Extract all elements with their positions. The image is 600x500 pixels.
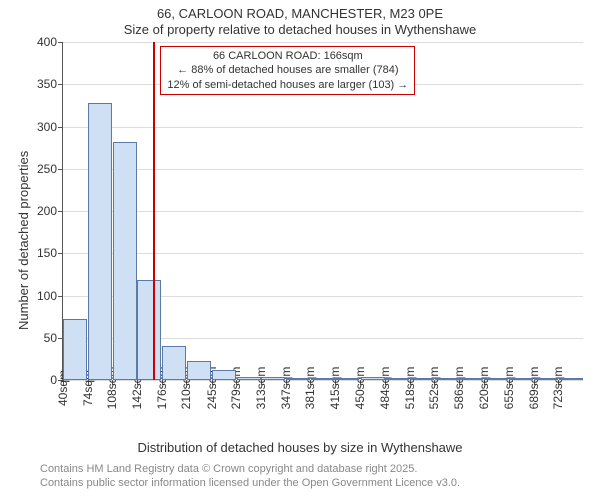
- callout-line-3: 12% of semi-detached houses are larger (…: [167, 78, 408, 92]
- ytick-mark: [58, 127, 63, 128]
- ytick-mark: [58, 42, 63, 43]
- footer-text: Contains HM Land Registry data © Crown c…: [40, 462, 460, 491]
- xtick-label: 484sqm: [378, 367, 392, 410]
- histogram-bar: [484, 378, 508, 380]
- histogram-bar: [559, 378, 583, 380]
- callout-box: 66 CARLOON ROAD: 166sqm← 88% of detached…: [160, 46, 415, 95]
- histogram-bar: [162, 346, 186, 380]
- x-axis-label: Distribution of detached houses by size …: [0, 440, 600, 455]
- xtick-label: 689sqm: [527, 367, 541, 410]
- xtick-label: 655sqm: [502, 367, 516, 410]
- ytick-label: 250: [37, 162, 57, 176]
- reference-line: [153, 42, 155, 380]
- histogram-bar: [237, 377, 261, 380]
- xtick-label: 381sqm: [303, 367, 317, 410]
- xtick-label: 586sqm: [452, 367, 466, 410]
- histogram-bar: [88, 103, 112, 380]
- ytick-label: 50: [44, 331, 57, 345]
- page-title: 66, CARLOON ROAD, MANCHESTER, M23 0PE: [0, 6, 600, 21]
- histogram-bar: [361, 377, 385, 380]
- histogram-bar: [410, 378, 434, 380]
- ytick-mark: [58, 253, 63, 254]
- y-axis-label: Number of detached properties: [16, 151, 31, 330]
- gridline: [63, 253, 583, 254]
- ytick-label: 150: [37, 246, 57, 260]
- xtick-label: 450sqm: [353, 367, 367, 410]
- ytick-mark: [58, 338, 63, 339]
- ytick-mark: [58, 296, 63, 297]
- footer-line-2: Contains public sector information licen…: [40, 476, 460, 490]
- histogram-bar: [509, 378, 533, 380]
- histogram-bar: [212, 370, 236, 380]
- histogram-bar: [311, 378, 335, 380]
- ytick-label: 350: [37, 77, 57, 91]
- ytick-label: 400: [37, 35, 57, 49]
- gridline: [63, 211, 583, 212]
- xtick-label: 347sqm: [279, 367, 293, 410]
- ytick-mark: [58, 169, 63, 170]
- xtick-label: 518sqm: [403, 367, 417, 410]
- histogram-bar: [435, 378, 459, 380]
- chart-plot-area: 05010015020025030035040040sqm74sqm108sqm…: [62, 42, 583, 381]
- ytick-label: 100: [37, 289, 57, 303]
- xtick-label: 723sqm: [551, 367, 565, 410]
- gridline: [63, 42, 583, 43]
- xtick-label: 313sqm: [254, 367, 268, 410]
- ytick-label: 300: [37, 120, 57, 134]
- histogram-bar: [187, 361, 211, 380]
- gridline: [63, 169, 583, 170]
- xtick-label: 620sqm: [477, 367, 491, 410]
- page-subtitle: Size of property relative to detached ho…: [0, 22, 600, 37]
- ytick-label: 200: [37, 204, 57, 218]
- histogram-bar: [335, 378, 359, 380]
- gridline: [63, 127, 583, 128]
- histogram-bar: [286, 378, 310, 380]
- histogram-bar: [459, 378, 483, 380]
- histogram-bar: [534, 378, 558, 380]
- histogram-bar: [63, 319, 87, 380]
- xtick-label: 552sqm: [427, 367, 441, 410]
- ytick-mark: [58, 84, 63, 85]
- histogram-bar: [261, 377, 285, 380]
- callout-line-2: ← 88% of detached houses are smaller (78…: [167, 63, 408, 77]
- footer-line-1: Contains HM Land Registry data © Crown c…: [40, 462, 460, 476]
- histogram-bar: [385, 378, 409, 380]
- xtick-label: 415sqm: [328, 367, 342, 410]
- histogram-bar: [137, 280, 161, 380]
- ytick-mark: [58, 211, 63, 212]
- callout-line-1: 66 CARLOON ROAD: 166sqm: [167, 49, 408, 63]
- histogram-bar: [113, 142, 137, 380]
